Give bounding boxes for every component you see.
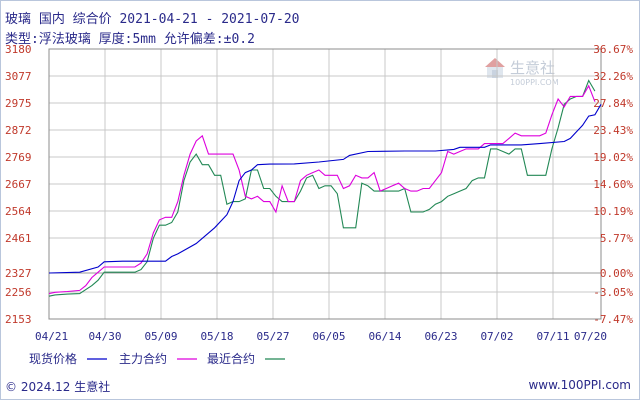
series-line-1 [48, 84, 596, 295]
legend-label: 主力合约 [119, 351, 167, 366]
y-tick-label-left: 2153 [5, 313, 32, 326]
x-tick-label: 05/18 [200, 330, 233, 343]
y-tick-label-right: 32.26% [593, 70, 633, 83]
y-tick-label-left: 2564 [5, 205, 32, 218]
x-tick-label: 07/02 [480, 330, 513, 343]
y-tick-label-right: -3.05% [593, 286, 633, 299]
x-tick-label: 06/23 [424, 330, 457, 343]
x-tick-label: 07/11 [536, 330, 569, 343]
y-tick-label-left: 2256 [5, 286, 32, 299]
y-tick-label-left: 2327 [5, 267, 32, 280]
y-tick-label-right: 27.84% [593, 97, 633, 110]
legend: 现货价格 主力合约 最近合约 [29, 351, 285, 366]
y-tick-label-right: 19.02% [593, 151, 633, 164]
x-tick-label: 04/30 [88, 330, 121, 343]
y-axis-right: 36.67% 32.26% 27.84% 23.43% 19.02% 14.60% 10.1… [593, 43, 633, 326]
legend-label: 最近合约 [207, 351, 255, 366]
x-tick-label: 05/09 [144, 330, 177, 343]
y-tick-label-left: 2872 [5, 124, 32, 137]
watermark-logo: 生意社 100PPI.COM [485, 58, 559, 87]
y-tick-label-right: 23.43% [593, 124, 633, 137]
watermark-url: 100PPI.COM [510, 78, 559, 87]
x-tick-label: 05/27 [256, 330, 289, 343]
plot-border [48, 48, 602, 320]
house-icon [485, 58, 505, 78]
chart-subtitle: 类型:浮法玻璃 厚度:5mm 允许偏差:±0.2 [5, 32, 255, 47]
y-tick-label-left: 2461 [5, 232, 32, 245]
watermark-brand: 生意社 [510, 59, 555, 77]
y-tick-label-left: 2667 [5, 178, 32, 191]
y-tick-label-right: 10.19% [593, 205, 633, 218]
y-tick-label-right: 14.60% [593, 178, 633, 191]
x-tick-label: 04/21 [35, 330, 68, 343]
x-tick-label: 06/14 [368, 330, 401, 343]
y-tick-label-right: -7.47% [593, 313, 633, 326]
grid [49, 49, 601, 319]
x-tick-label: 07/20 [574, 330, 607, 343]
x-tick-label: 06/05 [312, 330, 345, 343]
x-axis: 04/21 04/30 05/09 05/18 05/27 06/05 06/14 06/23… [35, 330, 607, 343]
y-tick-label-left: 3077 [5, 70, 32, 83]
copyright: © 2024.12 生意社 [5, 380, 111, 394]
y-axis-left: 3180 3077 2975 2872 2769 2667 2564 2461 2327 2256… [5, 43, 32, 326]
y-tick-label-left: 3180 [5, 43, 32, 56]
website-link[interactable]: www.100PPI.com [528, 378, 631, 392]
y-tick-label-left: 2769 [5, 151, 32, 164]
y-tick-label-left: 2975 [5, 97, 32, 110]
y-tick-label-right: 0.00% [600, 267, 633, 280]
legend-label: 现货价格 [29, 351, 77, 366]
plot-frame [48, 48, 602, 320]
chart-title: 玻璃 国内 综合价 2021-04-21 - 2021-07-20 [5, 12, 300, 27]
y-tick-label-right: 36.67% [593, 43, 633, 56]
series-line-0 [48, 104, 602, 274]
series-line-2 [48, 79, 596, 297]
y-tick-label-right: 5.77% [600, 232, 633, 245]
series-lines [48, 79, 602, 297]
